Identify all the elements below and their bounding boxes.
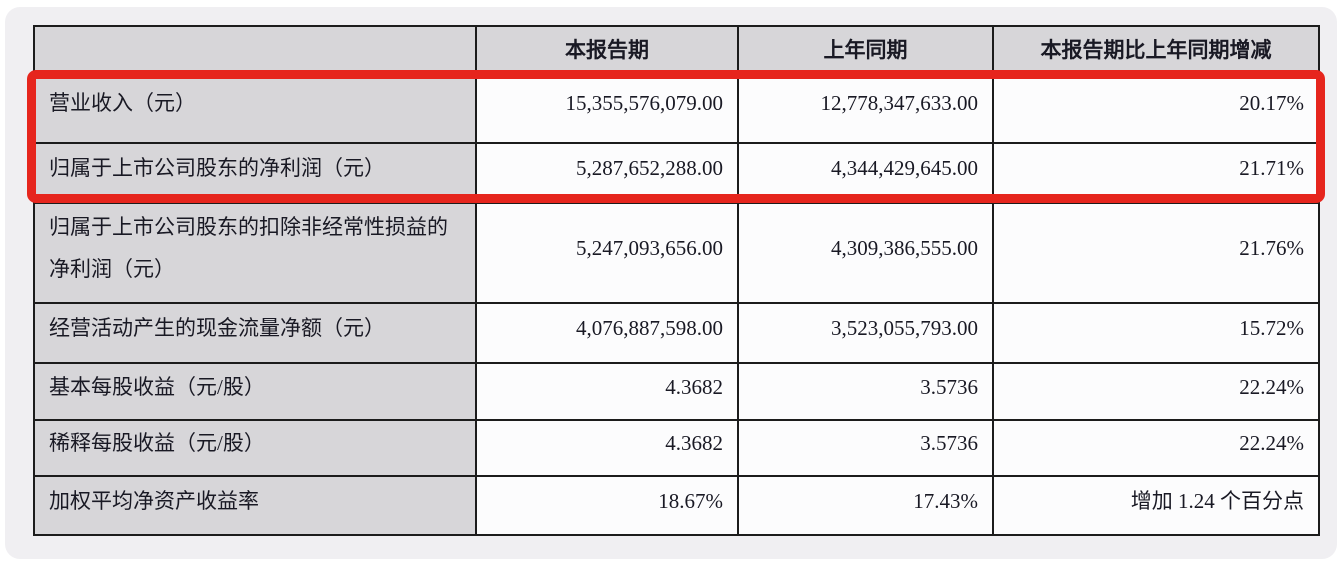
row-label: 营业收入（元） xyxy=(33,72,477,144)
row-label: 稀释每股收益（元/股） xyxy=(33,419,477,477)
header-change: 本报告期比上年同期增减 xyxy=(992,25,1320,74)
change-value: 20.17% xyxy=(992,72,1320,144)
change-value: 15.72% xyxy=(992,302,1320,364)
prior-value: 4,344,429,645.00 xyxy=(737,142,994,204)
change-value: 22.24% xyxy=(992,362,1320,421)
current-value: 4,076,887,598.00 xyxy=(475,302,739,364)
current-value: 4.3682 xyxy=(475,419,739,477)
table-row-operating-cash-flow: 经营活动产生的现金流量净额（元） 4,076,887,598.00 3,523,… xyxy=(33,302,1320,364)
header-current-period: 本报告期 xyxy=(475,25,739,74)
change-value: 21.76% xyxy=(992,202,1320,304)
row-label: 归属于上市公司股东的扣除非经常性损益的净利润（元） xyxy=(33,202,477,304)
table-row-diluted-eps: 稀释每股收益（元/股） 4.3682 3.5736 22.24% xyxy=(33,419,1320,477)
table-row-weighted-avg-roe: 加权平均净资产收益率 18.67% 17.43% 增加 1.24 个百分点 xyxy=(33,475,1320,536)
current-value: 15,355,576,079.00 xyxy=(475,72,739,144)
table-row-revenue: 营业收入（元） 15,355,576,079.00 12,778,347,633… xyxy=(33,72,1320,144)
prior-value: 3,523,055,793.00 xyxy=(737,302,994,364)
financial-summary-table: 本报告期 上年同期 本报告期比上年同期增减 营业收入（元） 15,355,576… xyxy=(27,25,1325,536)
row-label: 归属于上市公司股东的净利润（元） xyxy=(33,142,477,204)
change-value: 22.24% xyxy=(992,419,1320,477)
prior-value: 4,309,386,555.00 xyxy=(737,202,994,304)
current-value: 18.67% xyxy=(475,475,739,536)
row-label: 经营活动产生的现金流量净额（元） xyxy=(33,302,477,364)
row-label: 加权平均净资产收益率 xyxy=(33,475,477,536)
header-indicator xyxy=(33,25,477,74)
current-value: 5,247,093,656.00 xyxy=(475,202,739,304)
prior-value: 12,778,347,633.00 xyxy=(737,72,994,144)
table-row-basic-eps: 基本每股收益（元/股） 4.3682 3.5736 22.24% xyxy=(33,362,1320,421)
row-label: 基本每股收益（元/股） xyxy=(33,362,477,421)
table-row-net-profit-excl-nonrecurring: 归属于上市公司股东的扣除非经常性损益的净利润（元） 5,247,093,656.… xyxy=(33,202,1320,304)
change-value: 21.71% xyxy=(992,142,1320,204)
prior-value: 17.43% xyxy=(737,475,994,536)
header-prior-period: 上年同期 xyxy=(737,25,994,74)
change-value: 增加 1.24 个百分点 xyxy=(992,475,1320,536)
key-indicators-table: 本报告期 上年同期 本报告期比上年同期增减 营业收入（元） 15,355,576… xyxy=(33,25,1320,536)
header-row: 本报告期 上年同期 本报告期比上年同期增减 xyxy=(33,25,1320,74)
prior-value: 3.5736 xyxy=(737,419,994,477)
current-value: 5,287,652,288.00 xyxy=(475,142,739,204)
prior-value: 3.5736 xyxy=(737,362,994,421)
table-row-net-profit: 归属于上市公司股东的净利润（元） 5,287,652,288.00 4,344,… xyxy=(33,142,1320,204)
current-value: 4.3682 xyxy=(475,362,739,421)
